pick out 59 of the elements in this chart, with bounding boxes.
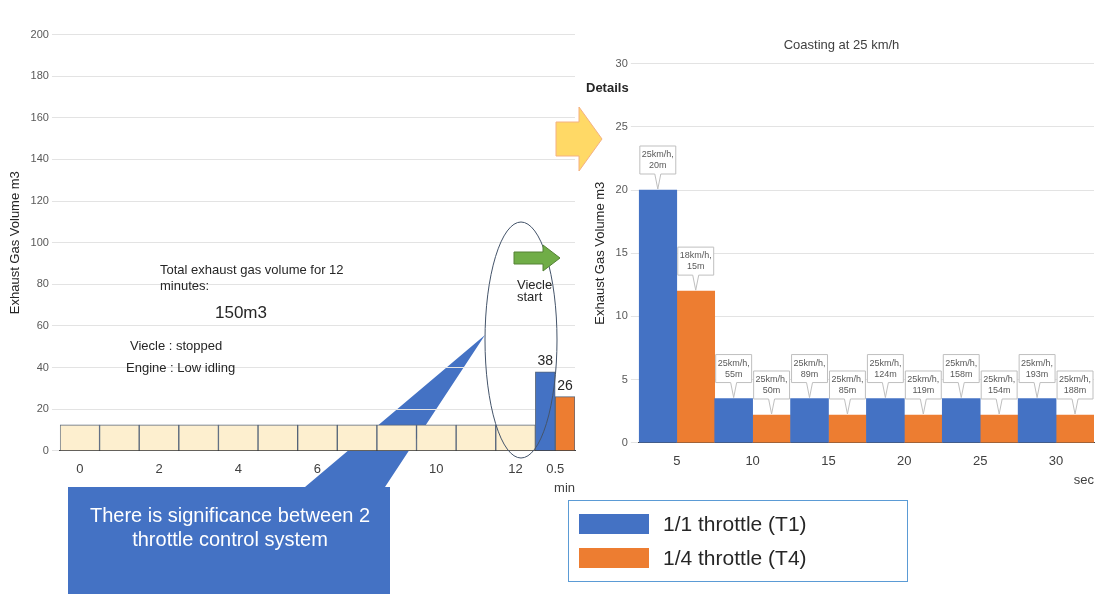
annotation: 25km/h, 158m [945, 357, 978, 379]
x-axis-title: min [554, 479, 575, 495]
x-tick-label: 15 [821, 453, 836, 469]
y-tick-label: 140 [30, 152, 49, 165]
y-tick-label: 15 [615, 246, 628, 259]
annotation: 25km/h, 124m [869, 357, 902, 379]
y-axis-title: Exhaust Gas Volume m3 [7, 171, 23, 315]
annotation: 18km/h, 15m [679, 250, 712, 272]
y-tick-label: 0 [42, 443, 49, 456]
y-tick-label: 60 [36, 318, 49, 331]
y-tick-label: 200 [30, 27, 49, 40]
annotation: Total exhaust gas volume for 12 minutes: [160, 262, 345, 294]
data-label: 26 [557, 376, 574, 393]
annotation: 25km/h, 55m [717, 357, 750, 379]
x-axis-title: sec [1073, 471, 1095, 487]
x-tick-label: 0.5 [546, 461, 565, 477]
y-axis-title: Exhaust Gas Volume m3 [592, 181, 608, 325]
y-tick-label: 25 [615, 119, 628, 132]
x-tick-label: 12 [508, 461, 523, 477]
x-tick-label: 0 [76, 461, 84, 477]
y-tick-label: 20 [36, 402, 49, 415]
x-tick-label: 10 [429, 461, 444, 477]
annotation: 25km/h, 119m [907, 373, 940, 395]
x-tick-label: 30 [1048, 453, 1064, 469]
y-tick-label: 120 [30, 194, 49, 207]
x-tick-label: 20 [897, 453, 912, 469]
x-tick-label: 6 [313, 461, 322, 477]
y-tick-label: 100 [30, 235, 49, 248]
y-tick-label: 160 [30, 110, 49, 123]
y-tick-label: 180 [30, 69, 49, 82]
annotation: Viecle start [517, 277, 554, 304]
x-tick-label: 4 [234, 461, 242, 477]
annotation: 25km/h, 188m [1059, 373, 1092, 395]
annotation: 25km/h, 50m [755, 373, 788, 395]
y-tick-label: 5 [621, 372, 628, 385]
data-label: 38 [537, 351, 554, 368]
y-tick-label: 30 [615, 56, 628, 69]
x-tick-label: 10 [745, 453, 760, 469]
annotation: 25km/h, 154m [983, 373, 1016, 395]
chart-title: Coasting at 25 km/h [783, 37, 900, 53]
x-tick-label: 2 [155, 461, 163, 477]
legend-label: 1/4 throttle (T4) [663, 546, 807, 570]
legend-label: 1/1 throttle (T1) [663, 512, 807, 536]
y-tick-label: 80 [36, 277, 49, 290]
y-tick-label: 0 [621, 435, 628, 448]
text: There is significance between 2 throttle control system [88, 503, 372, 551]
annotation: Viecle : stopped [130, 338, 224, 354]
annotation: 25km/h, 20m [641, 148, 674, 170]
annotation: Engine : Low idling [126, 360, 237, 376]
y-tick-label: 10 [615, 309, 628, 322]
annotation: 25km/h, 89m [793, 357, 826, 379]
y-tick-label: 40 [36, 360, 49, 373]
x-tick-label: 25 [972, 453, 988, 469]
x-tick-label: 5 [673, 453, 681, 469]
annotation: 150m3 [215, 303, 268, 324]
annotation: 25km/h, 193m [1021, 357, 1054, 379]
annotation: 25km/h, 85m [831, 373, 864, 395]
text: Details [586, 80, 630, 96]
y-tick-label: 20 [615, 183, 628, 196]
